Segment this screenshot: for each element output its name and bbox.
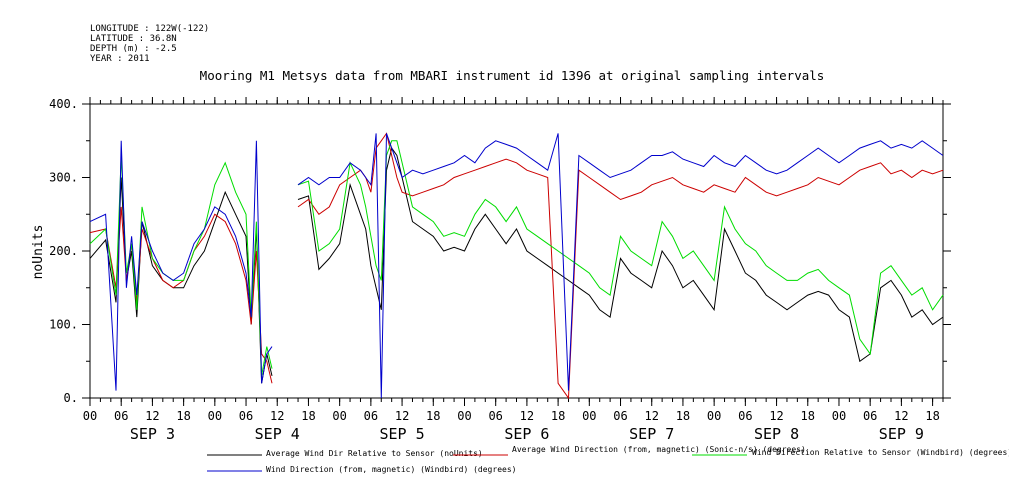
x-tick-label: 18 — [426, 409, 440, 423]
x-tick-label: 12 — [145, 409, 159, 423]
y-tick-label: 0. — [64, 391, 78, 405]
y-tick-label: 100. — [49, 318, 78, 332]
x-day-label: SEP 9 — [879, 425, 924, 443]
x-tick-label: 12 — [645, 409, 659, 423]
legend-label-1: Average Wind Dir Relative to Sensor (noU… — [266, 449, 483, 458]
x-tick-label: 00 — [707, 409, 721, 423]
chart-title: Mooring M1 Metsys data from MBARI instru… — [200, 68, 825, 83]
longitude-label: LONGITUDE : 122W(-122) — [90, 24, 209, 34]
x-tick-label: 00 — [332, 409, 346, 423]
series-line-4 — [89, 133, 944, 399]
year-label: YEAR : 2011 — [90, 54, 150, 64]
legend-label-3: Wind Direction Relative to Sensor (Windb… — [752, 448, 1009, 457]
x-tick-label: 18 — [676, 409, 690, 423]
x-tick-label: 18 — [301, 409, 315, 423]
x-tick-label: 12 — [769, 409, 783, 423]
x-tick-label: 18 — [176, 409, 190, 423]
x-day-label: SEP 8 — [754, 425, 799, 443]
x-tick-label: 12 — [270, 409, 284, 423]
x-tick-label: 00 — [208, 409, 222, 423]
series-line-1 — [89, 146, 944, 384]
x-tick-label: 06 — [364, 409, 378, 423]
x-tick-label: 06 — [863, 409, 877, 423]
series-line-2 — [89, 132, 944, 400]
x-tick-label: 18 — [801, 409, 815, 423]
legend-label-2: Average Wind Direction (from, magnetic) … — [512, 445, 806, 454]
legend-label-4: Wind Direction (from, magnetic) (Windbir… — [266, 465, 516, 474]
x-day-label: SEP 3 — [130, 425, 175, 443]
x-day-label: SEP 4 — [255, 425, 300, 443]
y-tick-label: 300. — [49, 171, 78, 185]
x-tick-label: 00 — [832, 409, 846, 423]
x-tick-label: 06 — [613, 409, 627, 423]
y-tick-label: 200. — [49, 244, 78, 258]
y-axis-label: noUnits — [31, 225, 46, 280]
x-tick-label: 06 — [488, 409, 502, 423]
latitude-label: LATITUDE : 36.8N — [90, 34, 177, 44]
x-day-label: SEP 7 — [629, 425, 674, 443]
depth-label: DEPTH (m) : -2.5 — [90, 44, 177, 54]
x-day-label: SEP 6 — [504, 425, 549, 443]
x-tick-label: 12 — [395, 409, 409, 423]
x-day-label: SEP 5 — [379, 425, 424, 443]
x-tick-label: 18 — [551, 409, 565, 423]
x-tick-label: 06 — [738, 409, 752, 423]
x-tick-label: 00 — [582, 409, 596, 423]
x-tick-label: 06 — [114, 409, 128, 423]
x-tick-label: 00 — [83, 409, 97, 423]
series-line-3 — [89, 140, 944, 376]
x-tick-label: 00 — [457, 409, 471, 423]
plot-area: 00 06 12 18 00 06 12 18 00 06 12 18 00 06 12 18 00 06 12 18… — [49, 97, 951, 443]
x-tick-label: 12 — [894, 409, 908, 423]
x-tick-label: 18 — [925, 409, 939, 423]
x-tick-label: 12 — [520, 409, 534, 423]
legend: Average Wind Dir Relative to Sensor (noU… — [207, 445, 1009, 474]
x-tick-label: 06 — [239, 409, 253, 423]
y-tick-label: 400. — [49, 97, 78, 111]
